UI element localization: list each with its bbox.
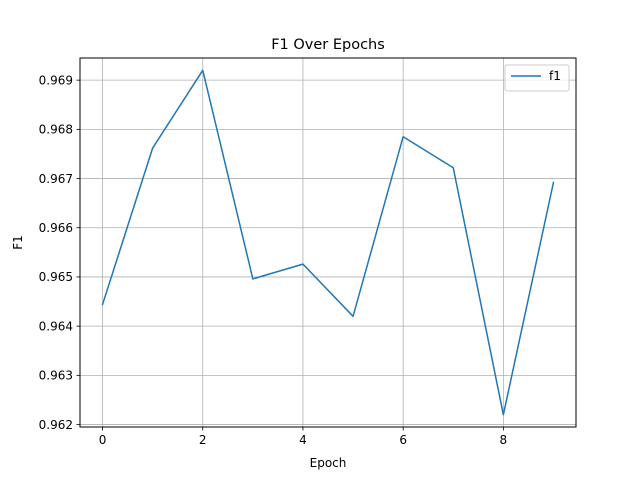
y-tick-label: 0.966 <box>39 221 73 235</box>
y-tick-label: 0.965 <box>39 270 73 284</box>
ticks: 0 2 4 6 8 0.962 0.963 0.964 0.965 0.966 0.967 0.968… <box>39 73 508 447</box>
x-axis-title: Epoch <box>310 456 347 470</box>
x-tick-label: 2 <box>199 433 207 447</box>
x-tick-label: 6 <box>399 433 407 447</box>
y-axis-title: F1 <box>11 235 25 250</box>
legend-box <box>504 64 570 92</box>
series-layer <box>101 69 555 416</box>
plot-area <box>80 58 576 427</box>
y-tick-label: 0.964 <box>39 319 73 333</box>
legend-label-f1: f1 <box>549 69 561 83</box>
legend: f1 <box>504 64 570 92</box>
x-tick-label: 8 <box>500 433 508 447</box>
plot-frame <box>79 57 577 428</box>
y-tick-label: 0.963 <box>39 369 73 383</box>
y-tick-label: 0.962 <box>39 418 73 432</box>
y-tick-label: 0.967 <box>39 172 73 186</box>
y-tick-label: 0.969 <box>39 73 73 87</box>
series-line-f1 <box>101 69 555 416</box>
y-tick-label: 0.968 <box>39 123 73 137</box>
grid <box>80 58 576 427</box>
chart-title: F1 Over Epochs <box>271 37 385 53</box>
x-tick-label: 4 <box>299 433 307 447</box>
x-tick-label: 0 <box>99 433 107 447</box>
